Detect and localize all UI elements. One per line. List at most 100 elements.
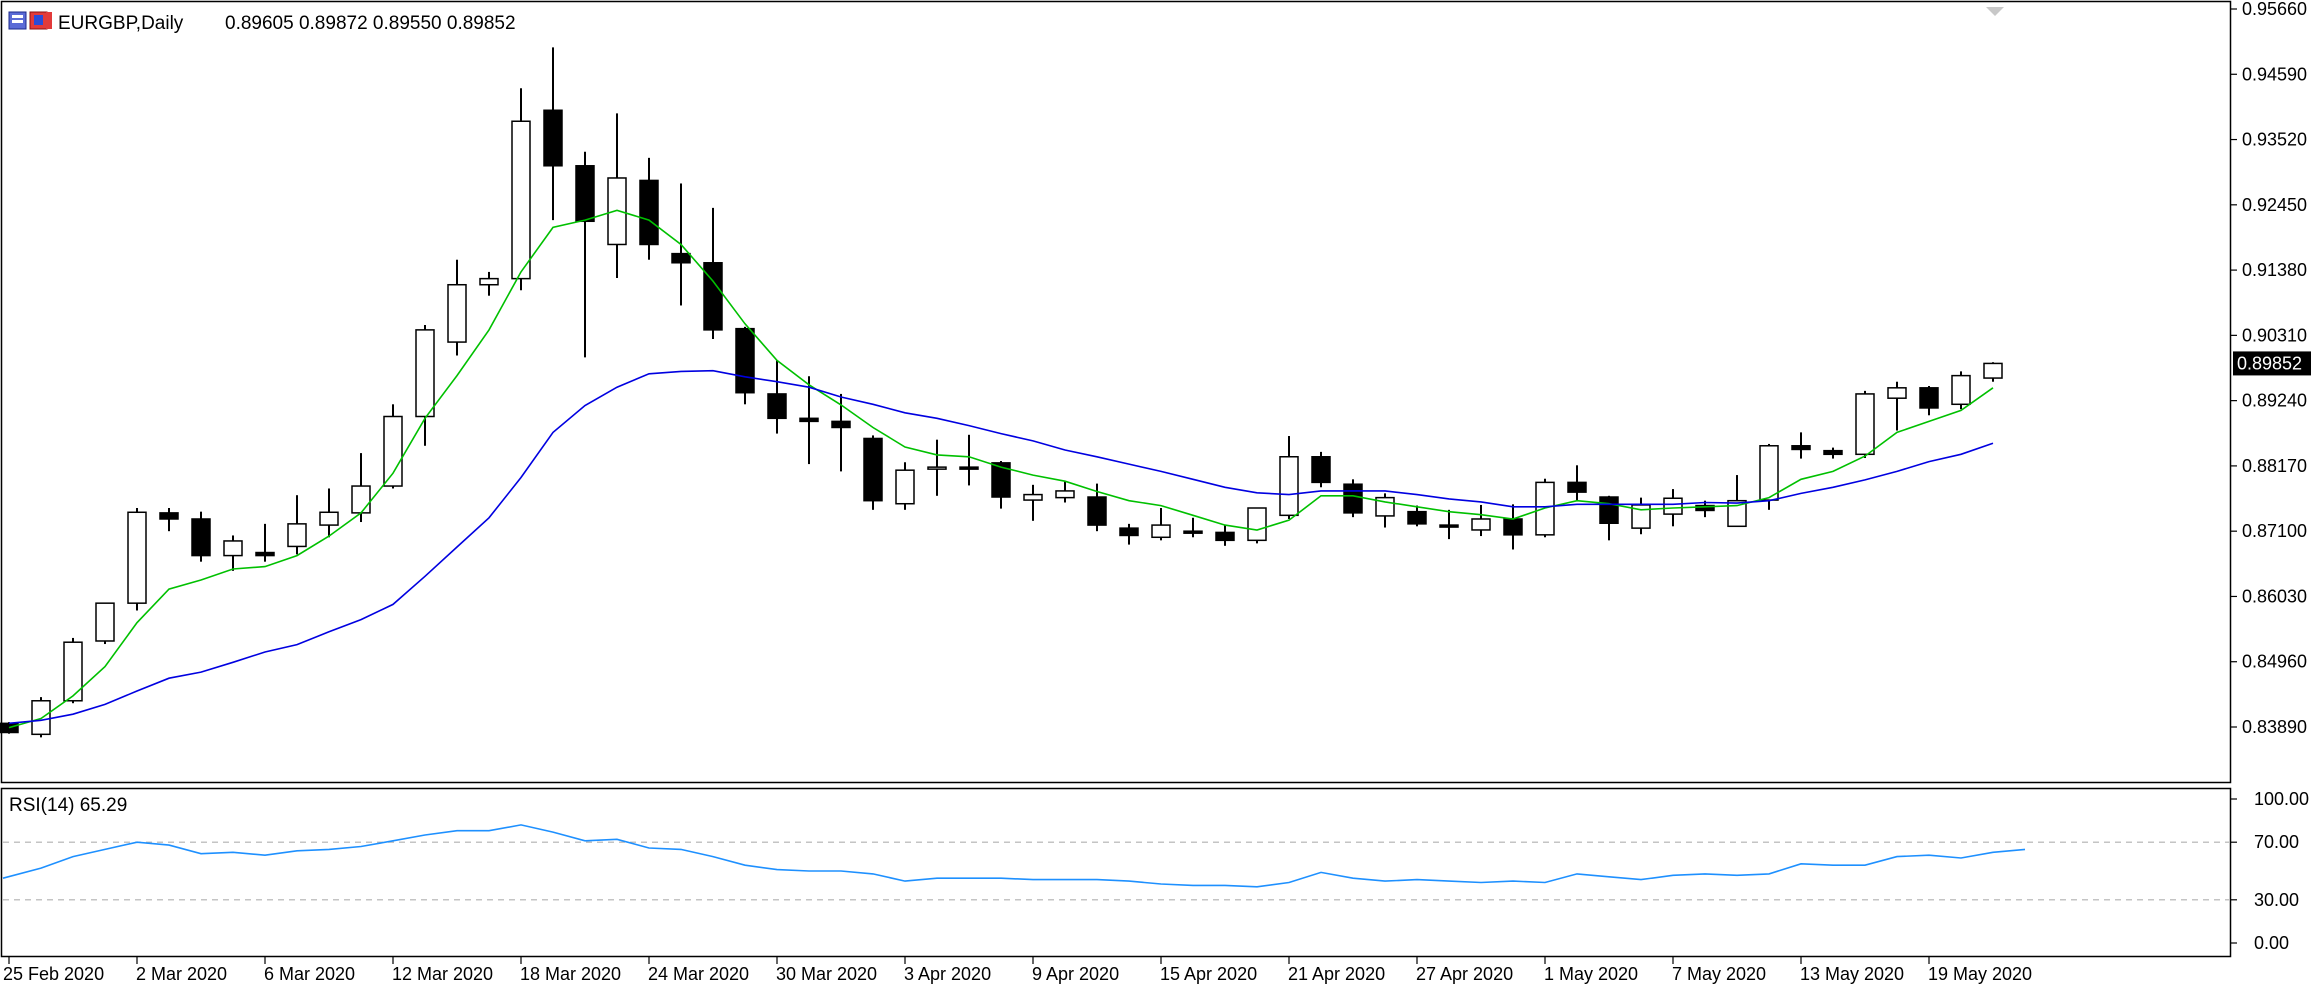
- candle: [255, 523, 275, 562]
- bear-candle-body: [1119, 527, 1139, 537]
- candle: [31, 697, 51, 738]
- time-tick-label: 25 Feb 2020: [3, 964, 104, 984]
- time-tick-label: 19 May 2020: [1928, 964, 2032, 984]
- rsi-tick-label: 100.00: [2254, 789, 2309, 809]
- rsi-tick-label: 0.00: [2254, 933, 2289, 953]
- bull-candle-body: [1247, 507, 1267, 542]
- bear-candle-body: [191, 518, 211, 557]
- candle: [1279, 436, 1299, 519]
- rsi-panel-frame: [0, 787, 2232, 958]
- candle: [895, 462, 915, 510]
- bull-candle-body: [1151, 524, 1171, 539]
- bear-candle-body: [159, 512, 179, 520]
- candle: [991, 461, 1011, 509]
- bear-candle-body: [639, 179, 659, 246]
- bull-candle-body: [479, 277, 499, 286]
- candle: [127, 508, 147, 611]
- time-tick-label: 15 Apr 2020: [1160, 964, 1257, 984]
- bear-candle-body: [1567, 481, 1587, 493]
- bull-candle-body: [383, 415, 403, 487]
- candle: [0, 722, 19, 734]
- candle: [1151, 508, 1171, 541]
- bear-candle-body: [1311, 456, 1331, 484]
- bull-candle-body: [1855, 393, 1875, 456]
- bull-candle-body: [447, 283, 467, 343]
- bear-candle-body: [1087, 496, 1107, 526]
- candle: [863, 435, 883, 510]
- bear-candle-body: [831, 420, 851, 429]
- price-tick-label: 0.88170: [2242, 456, 2307, 476]
- candle: [447, 259, 467, 356]
- time-tick-label: 21 Apr 2020: [1288, 964, 1385, 984]
- candle: [191, 511, 211, 562]
- time-tick-label: 7 May 2020: [1672, 964, 1766, 984]
- price-tick-label: 0.91380: [2242, 260, 2307, 280]
- price-tick-label: 0.83890: [2242, 717, 2307, 737]
- bull-candle-body: [1887, 387, 1907, 399]
- time-tick-label: 13 May 2020: [1800, 964, 1904, 984]
- bear-candle-body: [703, 262, 723, 331]
- price-tick-label: 0.95660: [2242, 0, 2307, 19]
- bull-candle-body: [1055, 490, 1075, 499]
- bull-candle-body: [63, 641, 83, 702]
- bull-candle-body: [127, 511, 147, 604]
- time-tick-label: 1 May 2020: [1544, 964, 1638, 984]
- bull-candle-body: [415, 329, 435, 418]
- bear-candle-body: [735, 327, 755, 394]
- candle: [479, 271, 499, 296]
- current-price-badge: [2233, 351, 2311, 376]
- candle: [1791, 432, 1811, 459]
- price-axis: 0.95660 0.94590 0.93520 0.92450 0.91380 0.903…: [2230, 0, 2311, 737]
- candle: [1215, 525, 1235, 546]
- candle: [1951, 371, 1971, 410]
- candle: [63, 637, 83, 704]
- price-plot: [0, 47, 2003, 738]
- candle: [1855, 390, 1875, 458]
- candle: [383, 404, 403, 489]
- bear-candle-body: [1823, 449, 1843, 456]
- candle: [607, 113, 627, 279]
- time-tick-label: 9 Apr 2020: [1032, 964, 1119, 984]
- time-axis: 25 Feb 2020 2 Mar 2020 6 Mar 2020 12 Mar 20…: [3, 957, 2032, 984]
- bear-candle-body: [863, 437, 883, 502]
- current-price-label: 0.89852: [2237, 353, 2302, 373]
- bear-candle-body: [767, 393, 787, 420]
- price-tick-label: 0.86030: [2242, 586, 2307, 606]
- candle: [1439, 509, 1459, 540]
- bull-candle-body: [223, 540, 243, 557]
- price-tick-label: 0.84960: [2242, 652, 2307, 672]
- bear-candle-body: [1503, 518, 1523, 536]
- candle: [927, 439, 947, 496]
- price-tick-label: 0.93520: [2242, 130, 2307, 150]
- chart-window-icon[interactable]: [8, 11, 52, 30]
- candle: [959, 434, 979, 486]
- candle: [1919, 385, 1939, 416]
- candle: [415, 324, 435, 446]
- rsi-plot: [2, 824, 2229, 901]
- time-tick-label: 3 Apr 2020: [904, 964, 991, 984]
- candle: [1183, 517, 1203, 538]
- price-tick-label: 0.87100: [2242, 521, 2307, 541]
- slow-ma-line: [8, 369, 1994, 725]
- time-tick-label: 30 Mar 2020: [776, 964, 877, 984]
- bear-candle-body: [0, 722, 19, 734]
- candle: [575, 151, 595, 358]
- candle: [1983, 362, 2003, 382]
- candle: [159, 508, 179, 532]
- rsi-tick-label: 70.00: [2254, 832, 2299, 852]
- candle: [511, 88, 531, 291]
- candle: [831, 393, 851, 472]
- bull-candle-body: [319, 511, 339, 526]
- candle: [1407, 505, 1427, 527]
- bear-candle-body: [1215, 531, 1235, 542]
- bull-candle-body: [351, 485, 371, 514]
- price-tick-label: 0.89240: [2242, 391, 2307, 411]
- bear-candle-body: [959, 466, 979, 470]
- candle: [703, 207, 723, 340]
- bull-candle-body: [1951, 374, 1971, 406]
- symbol-label: EURGBP,Daily: [58, 13, 184, 34]
- time-tick-label: 2 Mar 2020: [136, 964, 227, 984]
- candle: [223, 535, 243, 571]
- bear-candle-body: [1183, 530, 1203, 534]
